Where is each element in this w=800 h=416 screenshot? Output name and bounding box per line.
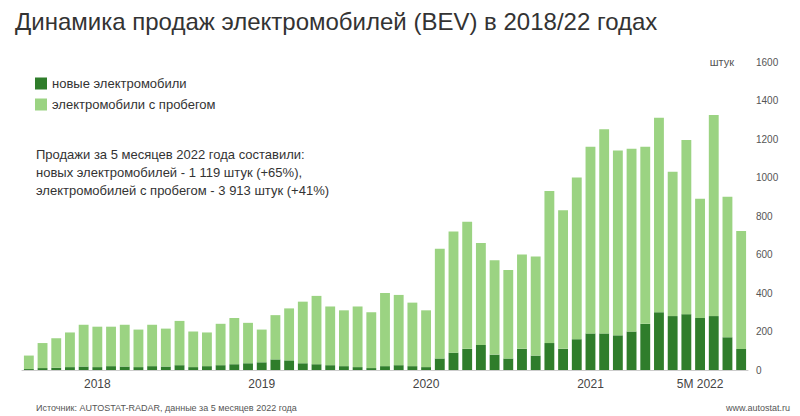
svg-text:электромобили с пробегом: электромобили с пробегом bbox=[52, 97, 216, 112]
svg-text:200: 200 bbox=[756, 326, 773, 337]
svg-text:штук: штук bbox=[710, 56, 734, 68]
svg-text:новых электромобилей - 1 119 ш: новых электромобилей - 1 119 штук (+65%)… bbox=[36, 165, 302, 180]
svg-text:электромобилей с пробегом - 3: электромобилей с пробегом - 3 913 штук (… bbox=[36, 183, 329, 198]
svg-text:2018: 2018 bbox=[84, 377, 111, 391]
svg-text:800: 800 bbox=[756, 211, 773, 222]
svg-text:5M 2022: 5M 2022 bbox=[677, 377, 724, 391]
svg-text:2020: 2020 bbox=[413, 377, 440, 391]
svg-text:1400: 1400 bbox=[756, 95, 779, 106]
svg-text:Динамика продаж электромобилей: Динамика продаж электромобилей (BEV) в 2… bbox=[15, 8, 657, 35]
svg-text:0: 0 bbox=[756, 365, 762, 376]
svg-text:www.autostat.ru: www.autostat.ru bbox=[725, 403, 790, 413]
svg-text:Источник: AUTOSTAT-RADAR, данн: Источник: AUTOSTAT-RADAR, данные за 5 ме… bbox=[36, 403, 297, 413]
svg-text:1600: 1600 bbox=[756, 57, 779, 68]
svg-text:2021: 2021 bbox=[577, 377, 604, 391]
svg-text:400: 400 bbox=[756, 288, 773, 299]
svg-text:Продажи за 5 месяцев 2022 года: Продажи за 5 месяцев 2022 года составили… bbox=[36, 147, 305, 162]
svg-text:новые электромобили: новые электромобили bbox=[52, 76, 187, 91]
svg-text:2019: 2019 bbox=[248, 377, 275, 391]
svg-text:1000: 1000 bbox=[756, 172, 779, 183]
svg-text:1200: 1200 bbox=[756, 134, 779, 145]
svg-text:600: 600 bbox=[756, 249, 773, 260]
